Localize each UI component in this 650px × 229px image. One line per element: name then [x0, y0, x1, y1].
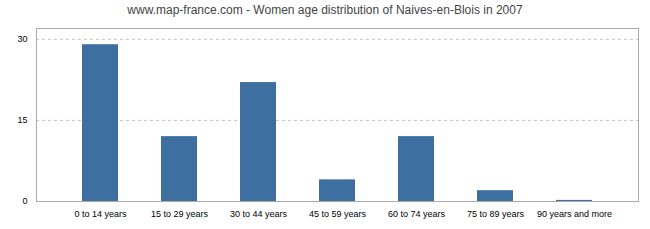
svg-text:60 to 74 years: 60 to 74 years: [388, 209, 446, 219]
svg-text:30: 30: [17, 34, 27, 44]
svg-text:15: 15: [17, 115, 27, 125]
svg-text:75 to 89 years: 75 to 89 years: [467, 209, 525, 219]
svg-text:90 years and more: 90 years and more: [537, 209, 612, 219]
html-text:www.map-france.com - Women age: www.map-france.com - Women age distribut…: [127, 3, 523, 17]
svg-text:30 to 44 years: 30 to 44 years: [230, 209, 288, 219]
svg-text:0 to 14 years: 0 to 14 years: [74, 209, 127, 219]
svg-text:0: 0: [22, 196, 27, 206]
svg-text:15 to 29 years: 15 to 29 years: [151, 209, 209, 219]
svg-text:45 to 59 years: 45 to 59 years: [309, 209, 367, 219]
